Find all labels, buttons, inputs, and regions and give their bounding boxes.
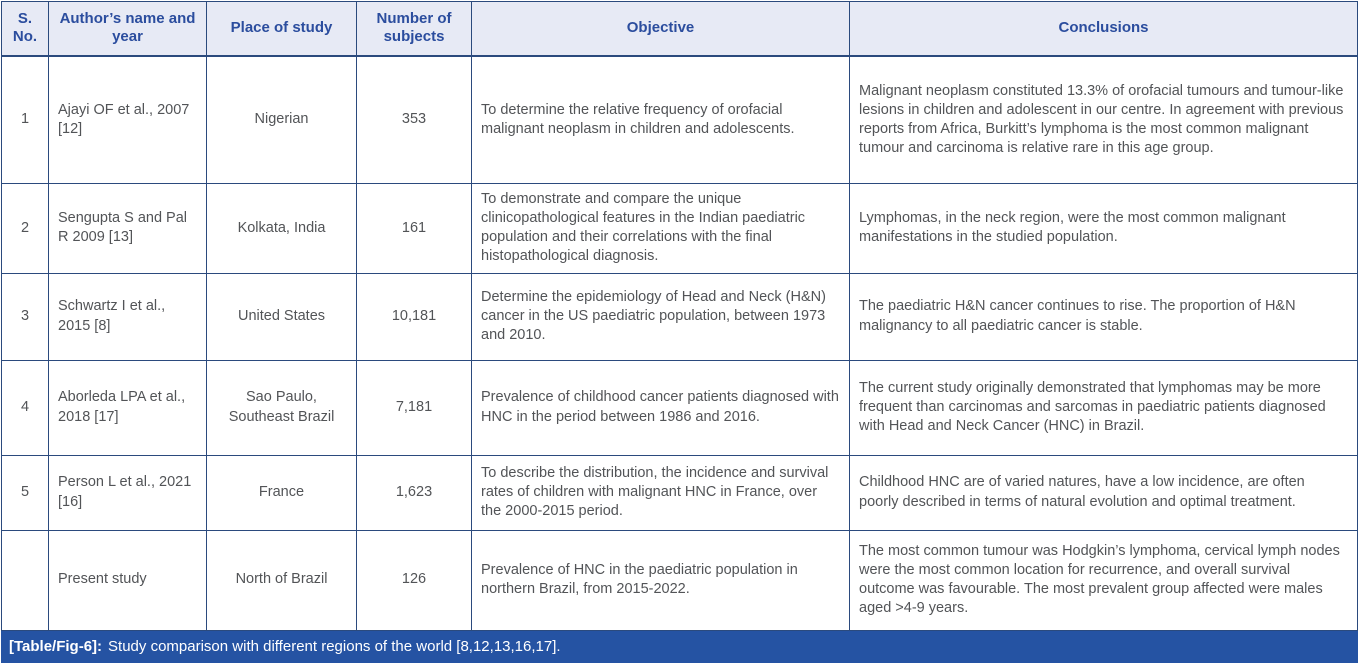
cell-place: Nigerian <box>206 55 357 184</box>
table-row: 1 Ajayi OF et al., 2007 [12] Nigerian 35… <box>1 55 1358 184</box>
cell-conclusions: The current study originally demonstrate… <box>849 359 1358 456</box>
col-header-sno: S. No. <box>1 1 49 57</box>
col-header-conclusions: Conclusions <box>849 1 1358 57</box>
cell-subjects: 126 <box>356 529 472 631</box>
cell-subjects: 353 <box>356 55 472 184</box>
col-header-objective: Objective <box>471 1 850 57</box>
cell-objective: To determine the relative frequency of o… <box>471 55 850 184</box>
table-caption-label: [Table/Fig-6]: <box>9 638 103 656</box>
cell-place: North of Brazil <box>206 529 357 631</box>
cell-conclusions: The most common tumour was Hodgkin’s lym… <box>849 529 1358 631</box>
cell-sno: 5 <box>1 454 49 531</box>
cell-objective: To demonstrate and compare the unique cl… <box>471 183 850 274</box>
cell-conclusions: Malignant neoplasm constituted 13.3% of … <box>849 55 1358 184</box>
cell-objective: Prevalence of HNC in the paediatric popu… <box>471 529 850 631</box>
cell-sno: 4 <box>1 359 49 456</box>
header-row: S. No. Author’s name and year Place of s… <box>1 1 1358 57</box>
col-header-subjects: Number of subjects <box>356 1 472 57</box>
cell-author: Present study <box>48 529 207 631</box>
cell-subjects: 161 <box>356 183 472 274</box>
cell-place: France <box>206 454 357 531</box>
col-header-author: Author’s name and year <box>48 1 207 57</box>
table-caption: [Table/Fig-6]: Study comparison with dif… <box>1 630 1358 663</box>
cell-conclusions: Lymphomas, in the neck region, were the … <box>849 183 1358 274</box>
cell-objective: Determine the epidemiology of Head and N… <box>471 272 850 361</box>
table-row: Present study North of Brazil 126 Preval… <box>1 529 1358 631</box>
cell-sno <box>1 529 49 631</box>
cell-sno: 2 <box>1 183 49 274</box>
cell-conclusions: Childhood HNC are of varied natures, hav… <box>849 454 1358 531</box>
cell-sno: 1 <box>1 55 49 184</box>
table-header: S. No. Author’s name and year Place of s… <box>1 1 1358 57</box>
table-row: 5 Person L et al., 2021 [16] France 1,62… <box>1 454 1358 531</box>
cell-author: Sengupta S and Pal R 2009 [13] <box>48 183 207 274</box>
cell-place: United States <box>206 272 357 361</box>
cell-author: Person L et al., 2021 [16] <box>48 454 207 531</box>
table-caption-text: Study comparison with different regions … <box>108 638 561 656</box>
cell-subjects: 10,181 <box>356 272 472 361</box>
col-header-place: Place of study <box>206 1 357 57</box>
cell-author: Aborleda LPA et al., 2018 [17] <box>48 359 207 456</box>
study-comparison-table: S. No. Author’s name and year Place of s… <box>1 1 1358 631</box>
cell-place: Sao Paulo, Southeast Brazil <box>206 359 357 456</box>
table-body: 1 Ajayi OF et al., 2007 [12] Nigerian 35… <box>1 55 1358 631</box>
cell-place: Kolkata, India <box>206 183 357 274</box>
cell-conclusions: The paediatric H&N cancer continues to r… <box>849 272 1358 361</box>
cell-objective: Prevalence of childhood cancer patients … <box>471 359 850 456</box>
cell-subjects: 7,181 <box>356 359 472 456</box>
table-row: 4 Aborleda LPA et al., 2018 [17] Sao Pau… <box>1 359 1358 456</box>
table-row: 3 Schwartz I et al., 2015 [8] United Sta… <box>1 272 1358 361</box>
cell-author: Ajayi OF et al., 2007 [12] <box>48 55 207 184</box>
cell-subjects: 1,623 <box>356 454 472 531</box>
table-row: 2 Sengupta S and Pal R 2009 [13] Kolkata… <box>1 183 1358 274</box>
cell-objective: To describe the distribution, the incide… <box>471 454 850 531</box>
cell-author: Schwartz I et al., 2015 [8] <box>48 272 207 361</box>
cell-sno: 3 <box>1 272 49 361</box>
